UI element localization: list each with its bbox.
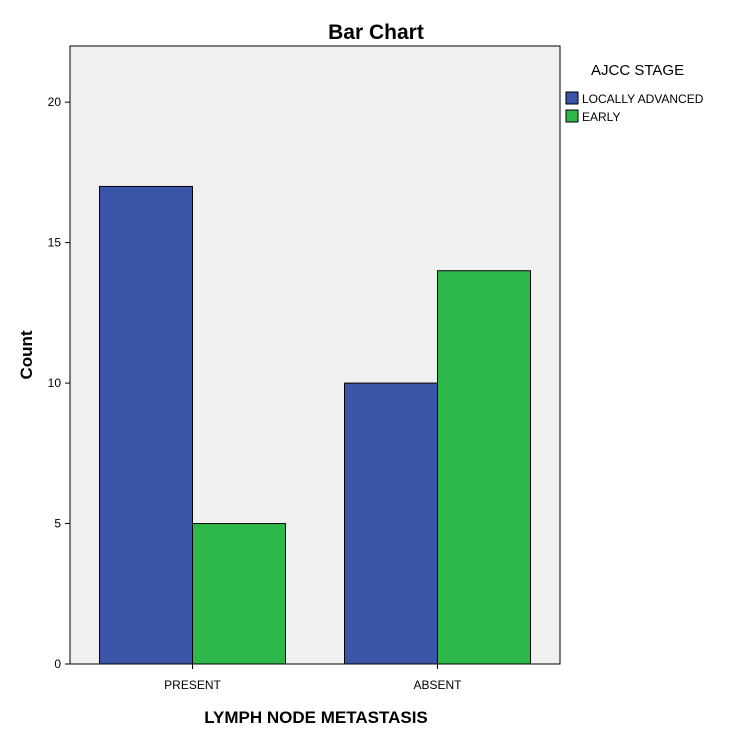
y-tick-label-10: 10	[48, 376, 62, 390]
x-axis: PRESENT ABSENT	[164, 664, 462, 692]
legend-label-early: EARLY	[582, 110, 620, 124]
y-tick-label-20: 20	[48, 95, 62, 109]
y-axis-title: Count	[17, 330, 36, 379]
legend-swatch-locally-advanced	[565, 91, 579, 105]
y-tick-label-15: 15	[48, 236, 62, 250]
legend-swatch-early	[565, 109, 579, 123]
x-axis-title: LYMPH NODE METASTASIS	[204, 708, 428, 727]
x-tick-label-present: PRESENT	[164, 678, 221, 692]
bar-present-early	[192, 523, 286, 665]
y-tick-label-0: 0	[54, 657, 61, 671]
bar-absent-early	[437, 270, 531, 665]
x-tick-label-absent: ABSENT	[413, 678, 462, 692]
y-axis: 0 5 10 15 20	[48, 95, 70, 671]
legend: AJCC STAGE LOCALLY ADVANCED EARLY	[565, 62, 704, 124]
legend-label-locally-advanced: LOCALLY ADVANCED	[582, 92, 704, 106]
bar-absent-locally-advanced	[344, 382, 438, 665]
legend-title: AJCC STAGE	[591, 62, 684, 79]
y-tick-label-5: 5	[54, 517, 61, 531]
chart-title: Bar Chart	[328, 21, 424, 44]
bars-group	[99, 185, 531, 665]
bar-present-locally-advanced	[99, 185, 193, 665]
